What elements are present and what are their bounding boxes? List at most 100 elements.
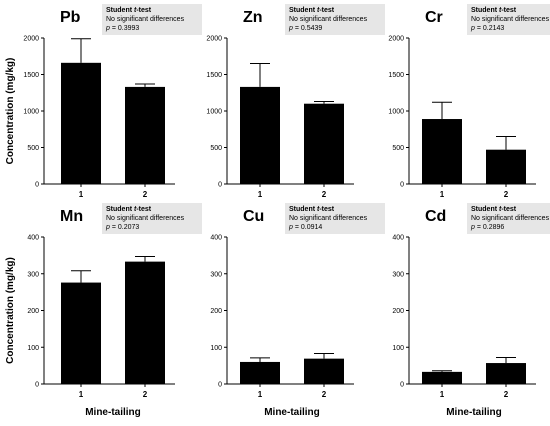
x-tick-label: 1 [79,390,84,399]
x-tick-label: 1 [79,190,84,199]
y-tick-label: 500 [27,145,39,152]
p-number: = 0.5439 [293,25,322,32]
y-tick-label: 2000 [388,36,404,43]
test-title: Student t-test [289,7,335,14]
y-tick-label: 1500 [388,72,404,79]
x-tick-label: 1 [258,390,263,399]
y-tick-label: 1000 [23,109,39,116]
test-title-part: Student [106,206,134,213]
test-result: No significant differences [471,16,550,23]
element-label: Cu [243,208,264,225]
x-tick-label: 2 [143,390,148,399]
element-label: Cd [425,208,446,225]
p-value: p = 0.5439 [288,25,322,32]
element-label: Mn [60,208,83,225]
bar [240,361,280,384]
y-tick-label: 0 [218,182,222,189]
test-result: No significant differences [471,215,550,222]
x-tick-label: 2 [322,390,327,399]
test-title: Student t-test [106,7,152,14]
y-tick-label: 400 [27,235,39,242]
panel-pb: 0 500 1000 1500 2000 1 2 Pb Student t-test No sig… [5,4,202,199]
stats-box [102,203,202,234]
p-number: = 0.3993 [110,25,139,32]
panel-cd: 0 100 200 300 400 1 2 Cd Student t-test No signif… [392,203,550,418]
bar [486,149,526,184]
bar [61,62,101,184]
x-tick-label: 1 [440,190,445,199]
y-tick-label: 300 [392,271,404,278]
y-tick-label: 300 [27,271,39,278]
p-value: p = 0.0914 [288,224,322,231]
y-tick-label: 2000 [206,36,222,43]
test-title-part: -test [319,7,334,14]
y-tick-label: 100 [27,345,39,352]
panel-zn: 0 500 1000 1500 2000 1 2 Zn Student t-test No sig… [206,4,385,199]
y-tick-label: 0 [35,382,39,389]
y-tick-label: 500 [210,145,222,152]
bar [422,371,462,384]
stats-box [285,203,385,234]
y-tick-label: 100 [210,345,222,352]
y-tick-label: 1500 [206,72,222,79]
x-tick-label: 2 [504,190,509,199]
x-axis-label: Mine-tailing [264,407,320,418]
bar [125,261,165,384]
y-tick-label: 0 [400,382,404,389]
test-title-part: Student [289,206,317,213]
test-result: No significant differences [289,16,368,23]
stats-box [467,203,550,234]
test-title-italic: t [134,7,137,14]
y-tick-label: 500 [392,145,404,152]
test-title-italic: t [134,206,137,213]
y-tick-label: 0 [400,182,404,189]
test-title-italic: t [317,7,320,14]
test-title-italic: t [499,206,502,213]
y-tick-label: 200 [392,308,404,315]
y-axis-label: Concentration (mg/kg) [5,58,16,165]
x-tick-label: 1 [258,190,263,199]
bar [304,358,344,384]
test-title: Student t-test [289,206,335,213]
p-value: p = 0.2896 [470,224,504,231]
y-tick-label: 400 [210,235,222,242]
p-symbol: p [470,224,475,231]
x-tick-label: 1 [440,390,445,399]
test-title-part: Student [289,7,317,14]
test-result: No significant differences [289,215,368,222]
p-symbol: p [288,224,293,231]
bar [61,282,101,384]
y-tick-label: 0 [35,182,39,189]
x-axis-label: Mine-tailing [446,407,502,418]
bar [125,86,165,184]
test-title: Student t-test [471,7,517,14]
p-number: = 0.2896 [475,224,504,231]
p-symbol: p [105,25,110,32]
y-tick-label: 1000 [206,109,222,116]
test-title-part: -test [319,206,334,213]
y-tick-label: 0 [218,382,222,389]
y-tick-label: 400 [392,235,404,242]
p-number: = 0.2143 [475,25,504,32]
y-tick-label: 200 [27,308,39,315]
y-axis-label: Concentration (mg/kg) [5,257,16,364]
y-tick-label: 100 [392,345,404,352]
p-symbol: p [105,224,110,231]
bar [486,363,526,384]
test-title-part: -test [136,206,151,213]
x-tick-label: 2 [143,190,148,199]
panel-cr: 0 500 1000 1500 2000 1 2 Cr Student t-test No sig… [388,4,550,199]
element-label: Pb [60,9,81,26]
y-tick-label: 1000 [388,109,404,116]
element-label: Cr [425,9,443,26]
y-tick-label: 2000 [23,36,39,43]
test-title-part: Student [471,7,499,14]
y-tick-label: 300 [210,271,222,278]
bar [240,86,280,184]
p-symbol: p [470,25,475,32]
p-value: p = 0.2073 [105,224,139,231]
x-axis-label: Mine-tailing [85,407,141,418]
test-result: No significant differences [106,215,185,222]
test-title: Student t-test [106,206,152,213]
